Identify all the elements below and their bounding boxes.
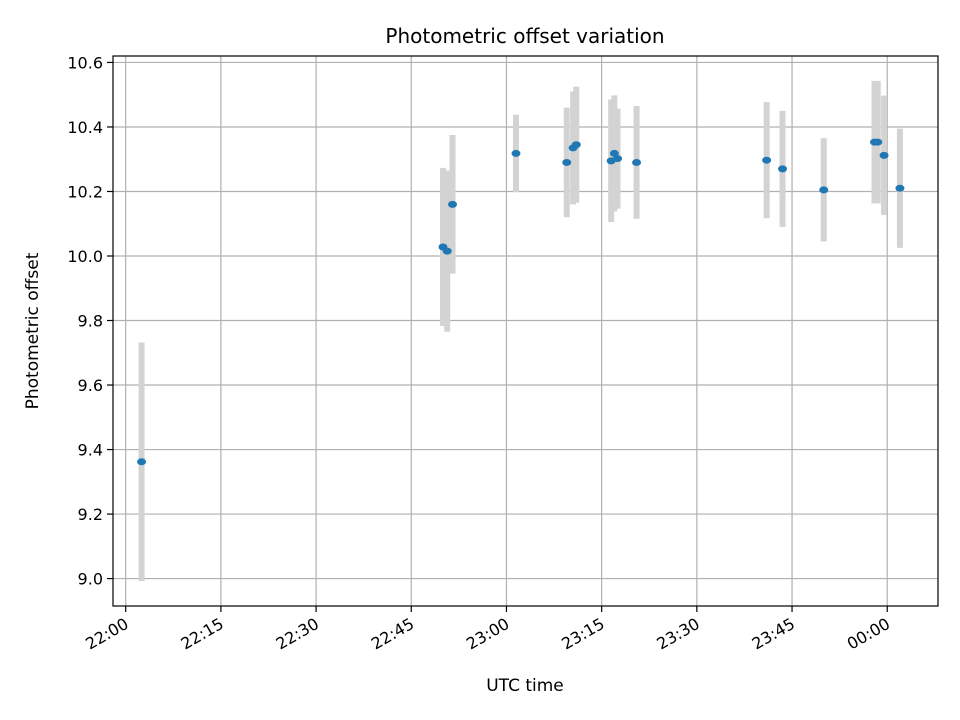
data-point (442, 247, 452, 255)
data-point (448, 200, 458, 208)
data-point (613, 155, 623, 163)
data-point (632, 158, 642, 166)
data-point (778, 165, 788, 173)
y-axis-title: Photometric offset (23, 252, 43, 409)
y-tick-label: 9.6 (78, 376, 103, 395)
y-tick-label: 10.4 (67, 118, 103, 137)
data-point (873, 138, 883, 146)
y-tick-label: 9.0 (78, 570, 103, 589)
plot-area (113, 56, 938, 606)
y-tick-label: 9.8 (78, 312, 103, 331)
data-point (819, 186, 829, 194)
grid-lines (113, 56, 938, 606)
y-tick-label: 9.4 (78, 441, 103, 460)
y-tick-label: 10.0 (67, 247, 103, 266)
y-tick-label: 9.2 (78, 505, 103, 524)
y-tick-label: 10.6 (67, 53, 103, 72)
data-point (879, 151, 889, 159)
data-point (762, 156, 772, 164)
data-point (137, 458, 147, 466)
plot-frame (112, 55, 939, 607)
data-point (562, 158, 572, 166)
chart-title: Photometric offset variation (385, 24, 664, 48)
data-point (571, 141, 581, 149)
x-axis-title: UTC time (486, 676, 564, 696)
data-point (895, 184, 905, 192)
y-tick-label: 10.2 (67, 182, 103, 201)
data-point (511, 149, 521, 157)
y-axis-ticks: 9.0 9.2 9.4 9.6 9.8 10.0 10.2 10.4 10.6 (67, 53, 113, 589)
data-points (137, 138, 905, 466)
